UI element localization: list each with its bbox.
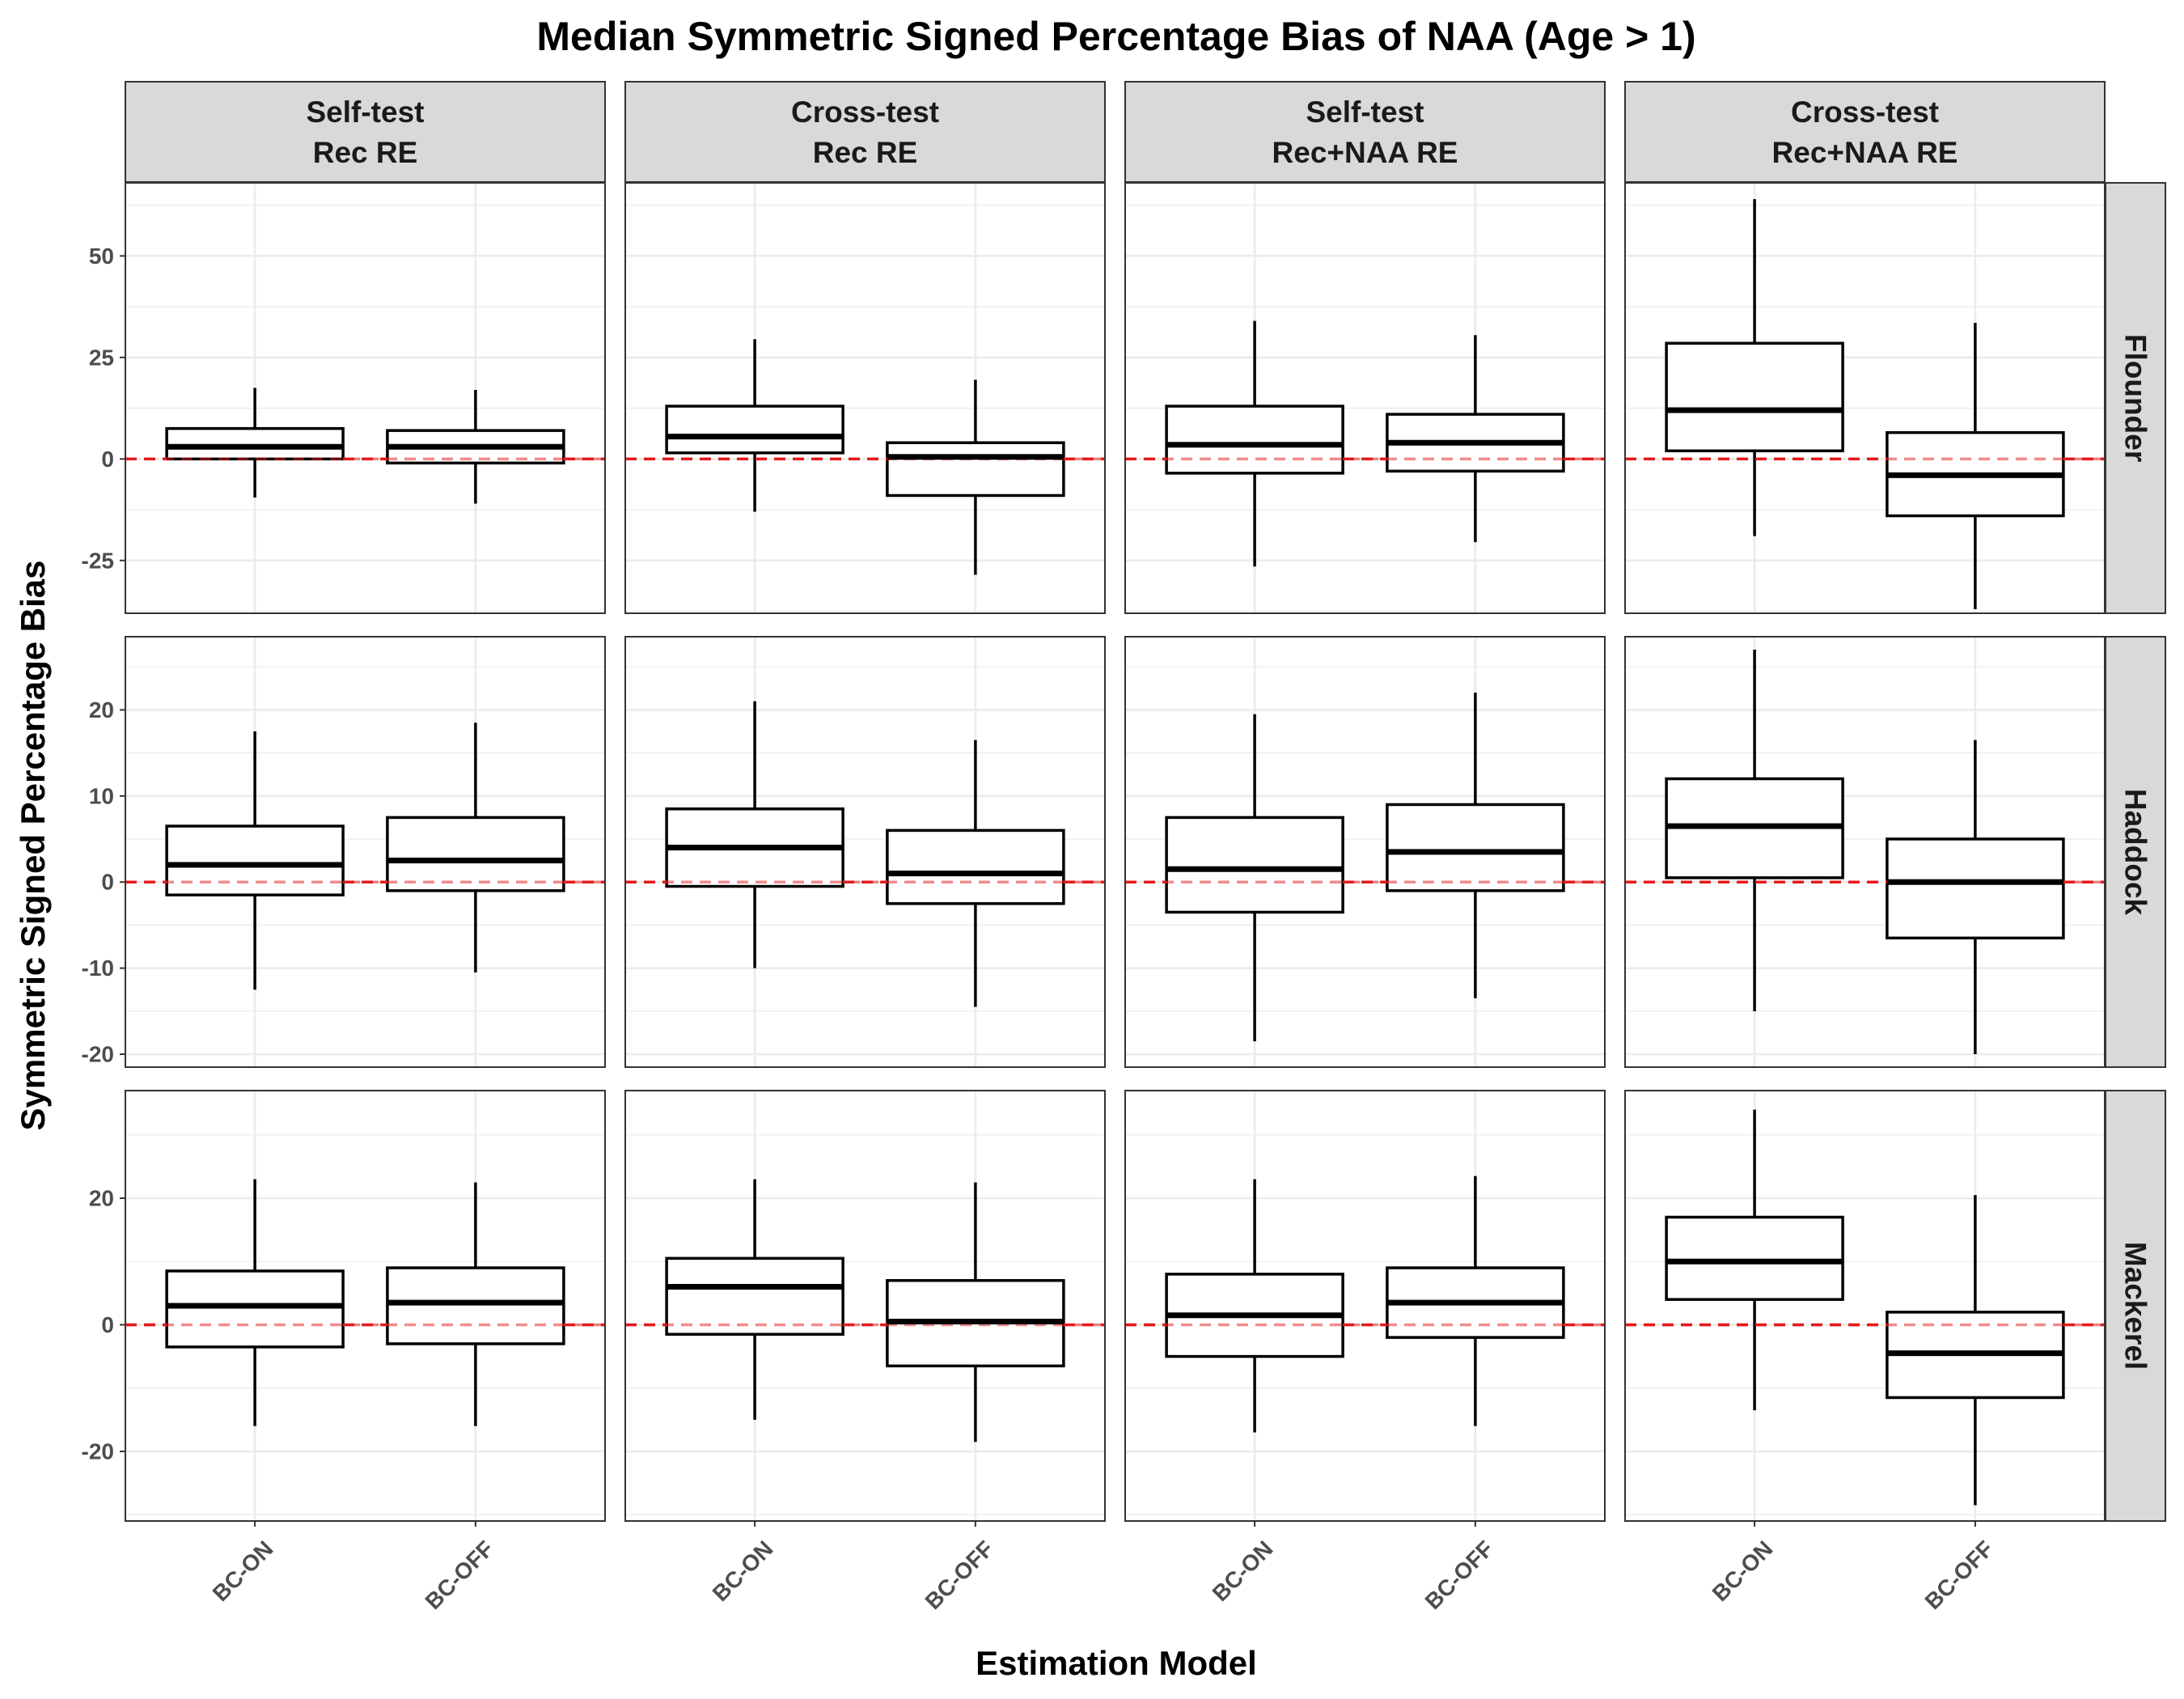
box-flounder-2-bc-on [665, 405, 844, 455]
panel-flounder-2 [625, 339, 1105, 575]
y-axis-title: Symmetric Signed Percentage Bias [14, 561, 52, 1131]
panel-background-flounder-1 [125, 183, 605, 613]
box-mackerel-1-bc-on [165, 1269, 345, 1349]
column-strip-line2-2: Rec RE [813, 136, 918, 169]
chart-title: Median Symmetric Signed Percentage Bias … [536, 14, 1695, 59]
strip-layer: Self-test Rec RE Cross-test Rec RE Self-test… [125, 81, 2166, 1522]
panel-border-haddock-2 [624, 636, 1106, 1068]
column-strip-line2-1: Rec RE [313, 136, 418, 169]
panel-background-flounder-2 [625, 183, 1105, 613]
grid-layer [125, 183, 2105, 1521]
box-mackerel-4-bc-on [1665, 1215, 1844, 1301]
box-mackerel-2-bc-on [665, 1256, 844, 1336]
panel-background-mackerel-4 [1625, 1091, 2105, 1521]
y-tick-label-haddock-10: 10 [89, 783, 114, 808]
panel-mackerel-2 [625, 1179, 1105, 1443]
x-axis-title: Estimation Model [976, 1644, 1257, 1682]
y-tick-label-flounder-0: 0 [101, 447, 114, 472]
column-strip-3 [1124, 81, 1606, 183]
column-strip-line1-4: Cross-test [1791, 95, 1939, 129]
panel-border-mackerel-4 [1624, 1090, 2106, 1522]
panel-border-haddock-4 [1624, 636, 2106, 1068]
panel-haddock-1 [125, 722, 605, 990]
box-haddock-1-bc-off [386, 816, 565, 892]
x-tick-label-2-bc-on: BC-ON [708, 1536, 778, 1606]
panel-flounder-4 [1625, 199, 2105, 609]
panel-border-flounder-2 [624, 182, 1106, 614]
x-tick-label-1-bc-on: BC-ON [208, 1536, 278, 1606]
panel-border-flounder-4 [1624, 182, 2106, 614]
y-tick-label-flounder-50: 50 [89, 244, 114, 269]
column-strip-line2-3: Rec+NAA RE [1272, 136, 1458, 169]
panel-mackerel-4 [1625, 1109, 2105, 1506]
y-tick-label-haddock-10: -10 [82, 955, 114, 981]
column-strip-4 [1624, 81, 2106, 183]
y-tick-label-haddock-20: -20 [82, 1042, 114, 1067]
panel-border-flounder-1 [125, 182, 606, 614]
box-haddock-4-bc-off [1886, 837, 2065, 940]
panel-border-mackerel-1 [125, 1090, 606, 1522]
box-flounder-2-bc-off [886, 441, 1065, 498]
panel-haddock-4 [1625, 649, 2105, 1055]
column-strip-line1-2: Cross-test [791, 95, 939, 129]
x-tick-label-4-bc-off: BC-OFF [1920, 1536, 1999, 1614]
box-haddock-2-bc-off [886, 828, 1065, 905]
panel-flounder-1 [125, 388, 605, 504]
box-flounder-1-bc-on [165, 426, 345, 461]
panel-border-mackerel-2 [624, 1090, 1106, 1522]
column-strip-line1-3: Self-test [1306, 95, 1424, 129]
panel-border-mackerel-3 [1124, 1090, 1606, 1522]
box-haddock-3-bc-on [1165, 816, 1344, 914]
panel-haddock-3 [1125, 693, 1605, 1042]
row-strip-label-flounder: Flounder [2119, 334, 2152, 462]
row-strip-flounder [2105, 182, 2166, 614]
x-tick-label-3-bc-on: BC-ON [1208, 1536, 1278, 1606]
box-mackerel-1-bc-off [386, 1266, 565, 1345]
x-tick-label-2-bc-off: BC-OFF [921, 1536, 999, 1614]
panel-background-flounder-3 [1125, 183, 1605, 613]
y-tick-label-haddock-20: 20 [89, 697, 114, 722]
panel-mackerel-3 [1125, 1176, 1605, 1433]
panel-border-haddock-3 [1124, 636, 1606, 1068]
panel-haddock-2 [625, 701, 1105, 1007]
panel-flounder-3 [1125, 320, 1605, 567]
y-tick-label-haddock-0: 0 [101, 870, 114, 895]
row-strip-haddock [2105, 636, 2166, 1068]
column-strip-2 [624, 81, 1106, 183]
row-strip-label-haddock: Haddock [2119, 789, 2152, 916]
y-tick-label-flounder-25: 25 [89, 345, 114, 370]
y-tick-label-mackerel-20: -20 [82, 1438, 114, 1464]
column-strip-line1-1: Self-test [307, 95, 425, 129]
row-strip-mackerel [2105, 1090, 2166, 1522]
box-haddock-3-bc-off [1386, 803, 1565, 892]
panel-mackerel-1 [125, 1179, 605, 1426]
column-strip-line2-4: Rec+NAA RE [1772, 136, 1958, 169]
y-tick-label-mackerel-20: 20 [89, 1186, 114, 1211]
y-tick-label-mackerel-0: 0 [101, 1312, 114, 1337]
panel-border-haddock-1 [125, 636, 606, 1068]
box-flounder-4-bc-on [1665, 341, 1844, 452]
y-tick-label-flounder-25: -25 [82, 548, 114, 573]
row-strip-label-mackerel: Mackerel [2119, 1242, 2152, 1370]
panel-border-flounder-3 [1124, 182, 1606, 614]
x-tick-label-4-bc-on: BC-ON [1708, 1536, 1778, 1606]
x-tick-label-1-bc-off: BC-OFF [421, 1536, 499, 1614]
box-flounder-3-bc-on [1165, 405, 1344, 475]
x-tick-label-3-bc-off: BC-OFF [1420, 1536, 1499, 1614]
box-haddock-1-bc-on [165, 824, 345, 896]
box-layer [125, 182, 2106, 1522]
